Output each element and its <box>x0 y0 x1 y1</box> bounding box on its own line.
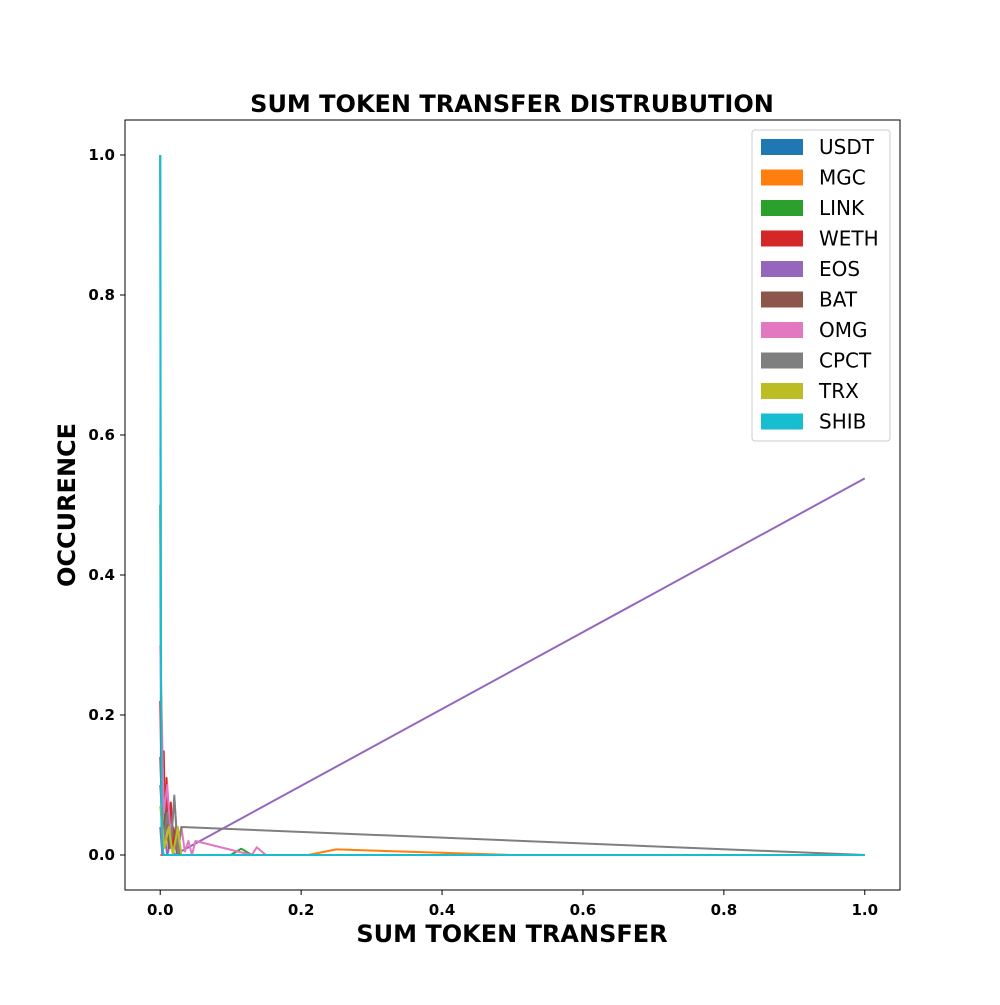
legend-swatch-bat <box>761 291 803 308</box>
x-tick-label: 1.0 <box>851 901 878 919</box>
series-line-cpct <box>159 784 865 856</box>
legend-swatch-mgc <box>761 169 803 186</box>
x-axis-label: SUM TOKEN TRANSFER <box>356 920 667 948</box>
series-layer <box>159 154 866 856</box>
legend: USDT MGC LINK WETH EOS BAT OMG CPCT TRX SHIB <box>751 129 891 442</box>
x-tick-label: 0.4 <box>429 901 456 919</box>
legend-label: LINK <box>819 196 865 220</box>
y-tick-label: 0.2 <box>88 706 115 724</box>
legend-label: EOS <box>819 257 860 281</box>
legend-swatch-shib <box>761 413 803 430</box>
x-axis: 0.0 0.2 0.4 0.6 0.8 1.0 <box>147 890 878 919</box>
legend-swatch-trx <box>761 383 803 399</box>
x-tick-label: 0.0 <box>147 901 174 919</box>
legend-label: BAT <box>819 288 858 312</box>
legend-label: CPCT <box>819 349 872 373</box>
y-tick-label: 0.0 <box>88 846 115 864</box>
legend-label: WETH <box>819 227 879 251</box>
legend-swatch-usdt <box>761 139 803 155</box>
legend-swatch-link <box>761 200 803 216</box>
y-tick-label: 0.6 <box>88 426 115 444</box>
y-tick-label: 0.4 <box>88 566 115 584</box>
legend-label: TRX <box>818 379 859 403</box>
y-tick-label: 1.0 <box>88 146 115 164</box>
plot-area <box>124 119 901 891</box>
legend-swatch-eos <box>761 261 803 277</box>
chart-title: SUM TOKEN TRANSFER DISTRUBUTION <box>250 90 774 118</box>
plot-frame <box>124 119 901 891</box>
y-axis: 0.0 0.2 0.4 0.6 0.8 1.0 <box>88 146 125 864</box>
legend-label: USDT <box>819 135 875 159</box>
x-tick-label: 0.8 <box>711 901 738 919</box>
legend-swatch-weth <box>761 230 803 247</box>
legend-swatch-omg <box>761 322 803 338</box>
legend-label: MGC <box>819 166 866 190</box>
x-tick-label: 0.2 <box>288 901 315 919</box>
legend-label: OMG <box>819 318 868 342</box>
series-line-shib <box>159 154 865 856</box>
y-axis-label: OCCURENCE <box>53 423 81 587</box>
y-tick-label: 0.8 <box>88 286 115 304</box>
x-tick-label: 0.6 <box>570 901 597 919</box>
legend-swatch-cpct <box>761 352 803 369</box>
series-line-omg <box>159 644 865 856</box>
legend-label: SHIB <box>819 410 866 434</box>
